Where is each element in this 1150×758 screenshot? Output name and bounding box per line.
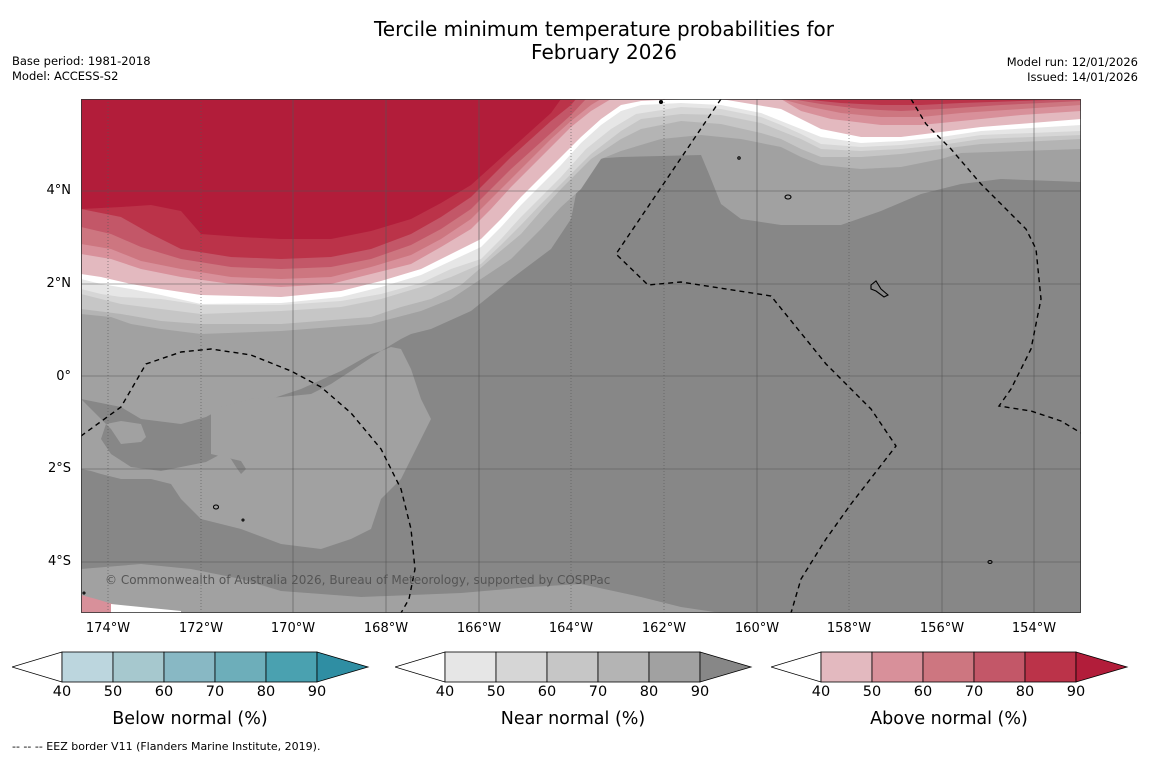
above-normal-swatch-under	[771, 651, 822, 683]
near-normal-tick-90: 90	[690, 684, 710, 700]
colorbar-below-normal	[12, 651, 370, 683]
near-normal-swatch-60	[546, 651, 599, 683]
above-normal-tick-40: 40	[811, 684, 831, 700]
model-text: Model: ACCESS-S2	[12, 69, 119, 83]
eez-borders	[81, 99, 1081, 613]
issued-text: Issued: 14/01/2026	[1027, 70, 1138, 84]
lon-label-168w: 168°W	[363, 621, 409, 636]
above-normal-swatch-70	[973, 651, 1026, 683]
below-normal-tick-60: 60	[154, 684, 174, 700]
above-normal-swatch-over	[1075, 651, 1129, 683]
near-normal-tick-70: 70	[588, 684, 608, 700]
near-normal-tick-80: 80	[639, 684, 659, 700]
below-normal-swatch-40	[61, 651, 114, 683]
base-info: Base period: 1981-2018 Model: ACCESS-S2	[12, 54, 151, 84]
islands	[82, 99, 993, 595]
below-normal-title: Below normal (%)	[112, 709, 268, 729]
lon-label-164w: 164°W	[548, 621, 594, 636]
near-normal-tick-50: 50	[486, 684, 506, 700]
below-normal-swatch-over	[316, 651, 370, 683]
lon-label-158w: 158°W	[826, 621, 872, 636]
below-normal-tick-70: 70	[205, 684, 225, 700]
copyright-text: © Commonwealth of Australia 2026, Bureau…	[105, 573, 611, 587]
colorbar-above-normal	[771, 651, 1129, 683]
above-normal-swatch-40	[820, 651, 873, 683]
run-info: Model run: 12/01/2026 Issued: 14/01/2026	[1007, 55, 1138, 85]
lon-label-160w: 160°W	[734, 621, 780, 636]
map-title: Tercile minimum temperature probabilitie…	[300, 18, 908, 64]
base-period-text: Base period: 1981-2018	[12, 54, 151, 68]
above-normal-90-band	[81, 99, 1081, 239]
above-normal-tick-70: 70	[964, 684, 984, 700]
above-normal-tick-50: 50	[862, 684, 882, 700]
lat-label-2s: 2°S	[47, 461, 71, 476]
gridlines	[81, 99, 1081, 613]
lon-label-170w: 170°W	[270, 621, 316, 636]
above-normal-swatch-50	[871, 651, 924, 683]
above-normal-swatch-80	[1024, 651, 1077, 683]
below-normal-tick-80: 80	[256, 684, 276, 700]
lon-label-166w: 166°W	[456, 621, 502, 636]
lon-label-154w: 154°W	[1011, 621, 1057, 636]
lon-label-162w: 162°W	[641, 621, 687, 636]
below-normal-swatch-70	[214, 651, 267, 683]
colorbar-near-normal	[395, 651, 753, 683]
below-normal-tick-90: 90	[307, 684, 327, 700]
near-normal-southwest-white	[111, 604, 181, 613]
above-normal-tick-60: 60	[913, 684, 933, 700]
below-normal-swatch-60	[163, 651, 216, 683]
eez-border-legend: -- -- -- EEZ border V11 (Flanders Marine…	[12, 740, 321, 753]
above-normal-tick-80: 80	[1015, 684, 1035, 700]
near-normal-tick-60: 60	[537, 684, 557, 700]
lon-label-172w: 172°W	[178, 621, 224, 636]
lat-label-4n: 4°N	[46, 183, 72, 198]
near-normal-tick-40: 40	[435, 684, 455, 700]
near-normal-swatch-40	[444, 651, 497, 683]
below-normal-swatch-50	[112, 651, 165, 683]
above-normal-title: Above normal (%)	[870, 709, 1028, 729]
below-normal-tick-40: 40	[52, 684, 72, 700]
lat-label-2n: 2°N	[46, 276, 72, 291]
near-normal-swatch-under	[395, 651, 446, 683]
above-normal-tick-90: 90	[1066, 684, 1086, 700]
below-normal-swatch-under	[12, 651, 63, 683]
lat-label-4s: 4°S	[47, 554, 71, 569]
near-normal-80-band-south	[81, 347, 721, 613]
map-svg	[81, 99, 1081, 613]
above-normal-swatch-60	[922, 651, 975, 683]
near-normal-title: Near normal (%)	[500, 709, 646, 729]
lon-label-174w: 174°W	[85, 621, 131, 636]
model-run-text: Model run: 12/01/2026	[1006, 55, 1138, 69]
lat-label-0: 0°	[56, 369, 71, 384]
lon-label-156w: 156°W	[919, 621, 965, 636]
near-normal-swatch-over	[699, 651, 753, 683]
near-normal-swatch-50	[495, 651, 548, 683]
near-normal-swatch-80	[648, 651, 701, 683]
near-normal-swatch-70	[597, 651, 650, 683]
below-normal-tick-50: 50	[103, 684, 123, 700]
below-normal-swatch-80	[265, 651, 318, 683]
map-area: © Commonwealth of Australia 2026, Bureau…	[81, 99, 1081, 613]
map-title-line1: Tercile minimum temperature probabilitie…	[373, 17, 835, 41]
map-title-line2: February 2026	[531, 40, 677, 64]
